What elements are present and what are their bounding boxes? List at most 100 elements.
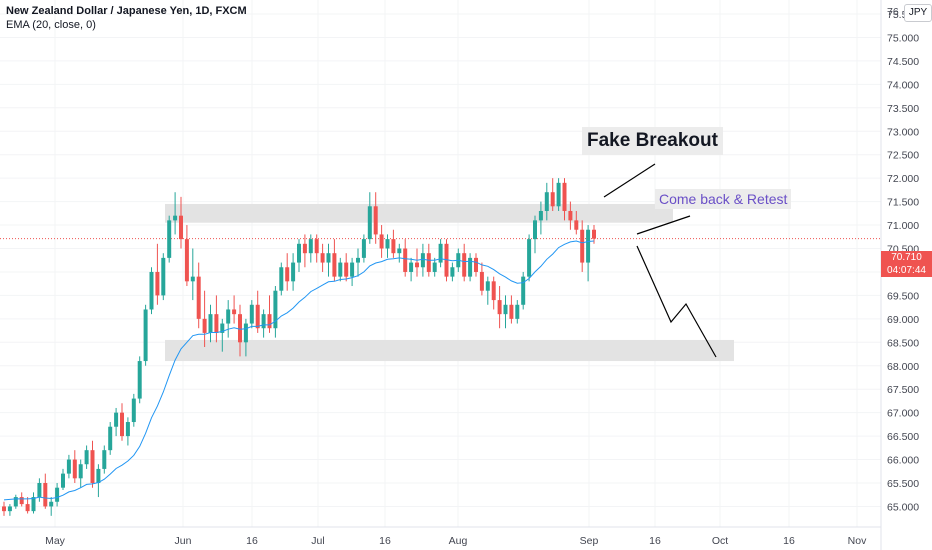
candle-body (2, 506, 6, 512)
candle-body (238, 314, 242, 343)
candle (320, 243, 325, 272)
candle-body (509, 304, 514, 319)
candle-body (37, 483, 42, 498)
candle (131, 393, 136, 427)
candle-body (308, 239, 313, 254)
candle-body (291, 262, 296, 282)
candle-body (527, 239, 532, 277)
time-axis[interactable]: May Jun 16 Jul 16 Aug Sep 16 Oct 16 Nov (45, 535, 867, 547)
candle-body (84, 450, 89, 465)
candle (350, 257, 355, 287)
candle-body (267, 314, 272, 329)
candle-body (161, 257, 166, 296)
candle (356, 248, 360, 277)
candle-body (574, 220, 579, 230)
candle-body (479, 271, 484, 291)
candle-body (279, 267, 284, 291)
candle-body (580, 229, 585, 263)
candle-body (538, 210, 543, 221)
candle-body (350, 262, 355, 277)
candle (90, 440, 95, 488)
candle (249, 300, 254, 329)
candle (556, 178, 561, 211)
candle (243, 318, 248, 357)
candle (31, 492, 36, 514)
price-tick-label: 72.500 (887, 150, 919, 162)
candle-body (208, 314, 213, 333)
candle-body (55, 487, 60, 502)
candle (285, 253, 290, 291)
candle (37, 478, 42, 502)
price-tick-label: 72.000 (887, 173, 919, 185)
price-tick-label: 67.500 (887, 384, 919, 396)
candle-body (149, 271, 154, 310)
candle-body (462, 253, 467, 277)
projected-path-arrow (636, 245, 717, 358)
candle-body (568, 210, 573, 221)
price-tick-label: 65.000 (887, 501, 919, 513)
candle-body (7, 506, 12, 512)
candle (438, 239, 443, 268)
price-tick-label: 76 (887, 6, 899, 18)
candle (120, 403, 124, 441)
time-tick-label: Oct (712, 535, 728, 547)
currency-badge[interactable]: JPY (904, 4, 932, 22)
candle (474, 253, 478, 277)
candle (586, 225, 591, 282)
fake-breakout-pointer (603, 163, 656, 198)
candle (13, 494, 18, 509)
candle (332, 239, 337, 282)
candle (137, 356, 142, 404)
candle (314, 234, 319, 263)
candle-body (361, 239, 366, 258)
candle-body (261, 314, 266, 329)
candle-body (497, 300, 502, 315)
candle-body (25, 504, 30, 512)
indicator-legend: EMA (20, close, 0) (6, 19, 96, 31)
candle-body (420, 253, 425, 268)
candle (273, 286, 278, 338)
candle (497, 286, 502, 329)
time-tick-label: Nov (848, 535, 867, 547)
candle (55, 483, 60, 507)
candle (373, 192, 378, 244)
candle (550, 178, 555, 211)
candle-body (438, 243, 443, 263)
candle (450, 262, 455, 282)
candle-body (592, 229, 596, 239)
price-tick-label: 71.000 (887, 220, 919, 232)
candle-body (179, 215, 183, 240)
candle-body (114, 412, 119, 427)
candle (78, 459, 83, 488)
symbol-title: New Zealand Dollar / Japanese Yen, 1D, F… (6, 5, 247, 17)
price-tick-label: 73.000 (887, 126, 919, 138)
candle (379, 225, 384, 258)
candle-body (426, 253, 431, 272)
price-tick-label: 66.500 (887, 431, 919, 443)
price-tick-label: 75.000 (887, 32, 919, 44)
candle (391, 229, 396, 258)
candle (167, 215, 172, 263)
candle (568, 201, 573, 230)
candle (196, 262, 201, 329)
candle-body (338, 262, 343, 277)
time-tick-label: 16 (246, 535, 258, 547)
candle-body (66, 459, 71, 474)
candle (592, 225, 596, 244)
candle-body (550, 192, 555, 207)
candle (515, 300, 520, 324)
candle (338, 257, 343, 282)
candle (261, 309, 266, 338)
candle (509, 295, 514, 324)
candle (19, 492, 24, 507)
candle (143, 304, 148, 366)
price-tick-label: 67.000 (887, 408, 919, 420)
candle-body (102, 450, 107, 469)
candle (161, 253, 166, 301)
candle-body (491, 281, 496, 301)
candle-body (302, 243, 307, 254)
candle (184, 225, 189, 287)
candle-body (285, 267, 290, 282)
price-tick-label: 74.500 (887, 56, 919, 68)
